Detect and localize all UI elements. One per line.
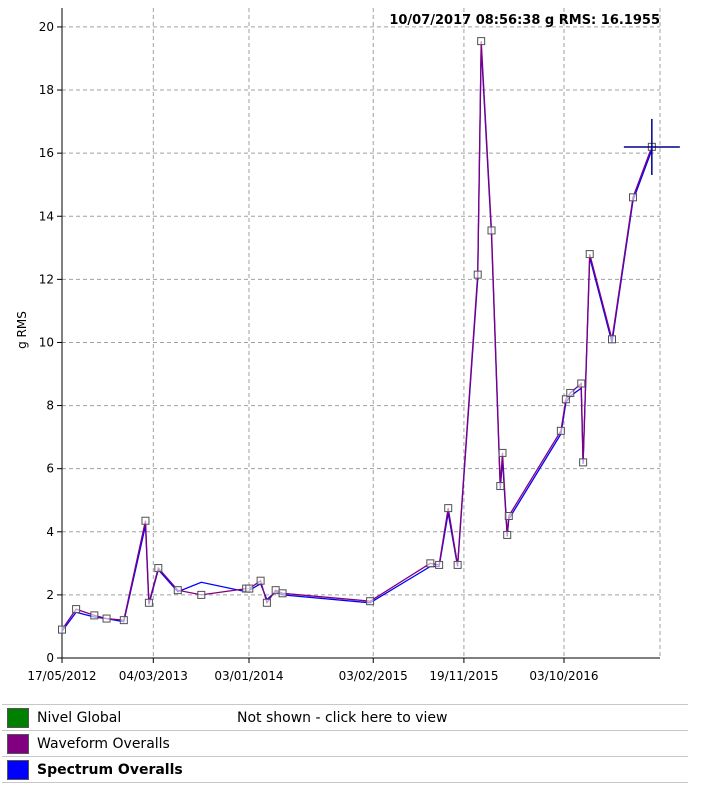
data-point — [102, 614, 111, 623]
x-tick-label: 03/01/2014 — [214, 669, 283, 683]
trend-chart[interactable]: 0 2 4 6 8 10 12 14 16 18 20 17/05/2012 04/03/2013 03… — [0, 0, 727, 700]
legend-swatch-nivel-global — [7, 707, 29, 728]
x-tick-label: 19/11/2015 — [429, 669, 498, 683]
x-tick-label: 03/10/2016 — [529, 669, 598, 683]
x-axis-ticks: 17/05/2012 04/03/2013 03/01/2014 03/02/2015… — [27, 658, 599, 683]
data-point — [72, 605, 81, 614]
data-point — [173, 586, 182, 595]
x-tick-label: 04/03/2013 — [119, 669, 188, 683]
y-tick-label: 20 — [39, 20, 54, 34]
y-axis-label: g RMS — [15, 311, 29, 349]
data-point — [119, 616, 128, 625]
y-axis-ticks: 0 2 4 6 8 10 12 14 16 18 20 — [39, 20, 62, 665]
data-point — [444, 504, 453, 513]
y-tick-label: 0 — [46, 651, 54, 665]
y-tick-label: 2 — [46, 588, 54, 602]
legend-item-waveform-overalls[interactable]: Waveform Overalls — [2, 731, 688, 757]
series-line-waveform-overalls — [61, 41, 653, 630]
data-point — [271, 586, 280, 595]
axes — [61, 8, 660, 659]
data-point — [256, 576, 265, 585]
data-point — [366, 597, 375, 606]
grid-lines — [61, 8, 661, 658]
data-point — [477, 37, 486, 46]
x-tick-label: 03/02/2015 — [339, 669, 408, 683]
data-point — [473, 270, 482, 279]
y-tick-label: 8 — [46, 399, 54, 413]
y-tick-label: 14 — [39, 209, 54, 223]
legend-label-waveform-overalls: Waveform Overalls — [37, 735, 170, 752]
data-point — [607, 335, 616, 344]
data-point — [90, 611, 99, 620]
data-point — [262, 598, 271, 607]
series-line-spectrum-overalls — [61, 45, 653, 632]
y-tick-label: 10 — [39, 335, 54, 349]
legend-swatch-spectrum-overalls — [7, 759, 29, 780]
series-layer — [58, 37, 656, 634]
y-tick-label: 16 — [39, 146, 54, 160]
data-point — [453, 560, 462, 569]
cursor-crosshair[interactable] — [623, 118, 680, 175]
legend-note-not-shown[interactable]: Not shown - click here to view — [237, 709, 448, 726]
legend: Nivel Global Not shown - click here to v… — [2, 704, 688, 783]
data-point — [585, 250, 594, 259]
data-point — [487, 226, 496, 235]
data-point — [144, 598, 153, 607]
x-tick-label: 17/05/2012 — [27, 669, 96, 683]
data-point — [498, 448, 507, 457]
data-point — [629, 193, 638, 202]
data-point — [566, 388, 575, 397]
data-point — [435, 560, 444, 569]
legend-item-spectrum-overalls[interactable]: Spectrum Overalls — [2, 757, 688, 783]
data-point — [154, 564, 163, 573]
legend-label-spectrum-overalls: Spectrum Overalls — [37, 761, 183, 778]
data-point — [496, 482, 505, 491]
y-tick-label: 12 — [39, 272, 54, 286]
data-point — [504, 512, 513, 521]
data-point — [577, 379, 586, 388]
data-point — [245, 584, 254, 593]
data-point — [579, 458, 588, 467]
data-point — [426, 559, 435, 568]
y-tick-label: 18 — [39, 83, 54, 97]
legend-item-nivel-global[interactable]: Nivel Global Not shown - click here to v… — [2, 704, 688, 731]
data-point — [197, 590, 206, 599]
cursor-readout: 10/07/2017 08:56:38 g RMS: 16.1955 — [389, 13, 660, 28]
legend-label-nivel-global: Nivel Global — [37, 709, 122, 726]
y-tick-label: 4 — [46, 525, 54, 539]
data-point — [278, 589, 287, 598]
y-tick-label: 6 — [46, 462, 54, 476]
legend-swatch-waveform-overalls — [7, 733, 29, 754]
data-point — [141, 516, 150, 525]
data-point — [503, 530, 512, 539]
data-point — [561, 395, 570, 404]
data-point — [58, 625, 66, 634]
data-point — [556, 426, 565, 435]
